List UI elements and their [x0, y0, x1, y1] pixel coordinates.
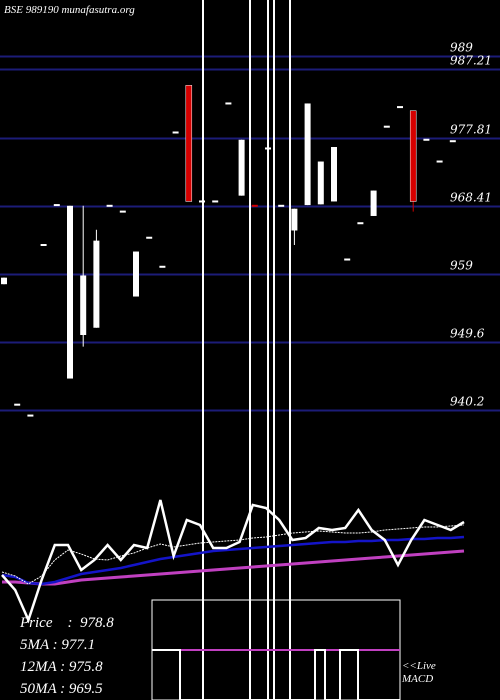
ma5-value: 977.1	[61, 637, 96, 653]
candle-body	[317, 161, 324, 205]
candle-body	[14, 403, 21, 406]
candle-body	[119, 210, 126, 213]
candle-body	[370, 190, 377, 216]
candle-body	[106, 204, 113, 207]
moving-average-lines	[1, 499, 465, 624]
price-line	[1, 499, 465, 624]
candle-body	[185, 85, 193, 202]
ma-mid-line	[1, 535, 465, 586]
candle-body	[27, 414, 34, 417]
candle-body	[291, 208, 298, 231]
tick-label: 959	[450, 259, 473, 273]
ma5-row: 5MA : 977.1	[20, 637, 96, 653]
candle-body	[383, 125, 390, 128]
candle-body	[53, 204, 60, 207]
candle-body	[251, 204, 258, 207]
candle-body	[278, 204, 285, 207]
price-label: Price	[20, 615, 53, 631]
ma50-value: 969.5	[68, 681, 103, 697]
candle-body	[304, 103, 311, 206]
live-label: <<Live	[402, 660, 436, 672]
candlestick-series	[1, 85, 456, 417]
candle-body	[409, 110, 417, 202]
macd-panel	[151, 599, 401, 700]
candle-body	[225, 102, 232, 105]
tick-label: 987.21	[450, 54, 492, 68]
candle-body	[93, 240, 100, 328]
candle-body	[172, 131, 179, 134]
chart-header: BSE 989190 munafasutra.org	[4, 4, 135, 16]
tick-label: 989	[450, 41, 473, 55]
live-macd-link[interactable]: <<Live MACD	[402, 660, 436, 686]
candle-body	[212, 200, 219, 203]
vertical-markers	[202, 0, 291, 700]
macd-label: MACD	[402, 673, 434, 685]
candle-body	[238, 139, 245, 196]
candle-body	[146, 236, 153, 239]
tick-label: 977.81	[450, 123, 492, 137]
candle-body	[80, 275, 87, 335]
candle-body	[1, 277, 7, 285]
price-stats: Price : 978.8 5MA : 977.1 12MA : 975.8 5…	[20, 612, 114, 700]
candle-body	[397, 106, 403, 109]
ma-short-line	[1, 524, 465, 585]
candle-body	[40, 244, 47, 246]
candle-body	[423, 138, 430, 141]
ma12-value: 975.8	[68, 659, 103, 675]
candle-body	[331, 147, 337, 202]
tick-label: 949.6	[450, 327, 485, 341]
candle-body	[133, 251, 139, 297]
candle-body	[67, 205, 73, 379]
stock-code: BSE 989190	[4, 4, 59, 16]
price-row: Price : 978.8	[20, 615, 114, 631]
candle-body	[344, 258, 351, 261]
tick-label: 940.2	[450, 395, 484, 409]
candle-body	[357, 222, 364, 225]
ma50-row: 50MA : 969.5	[20, 681, 103, 697]
ma-long-line	[2, 549, 465, 586]
ma5-label: 5MA	[20, 637, 49, 653]
candle-body	[159, 265, 166, 268]
ma12-row: 12MA : 975.8	[20, 659, 103, 675]
ma12-label: 12MA	[20, 659, 57, 675]
macd-line	[152, 649, 400, 700]
tick-label: 968.41	[450, 191, 492, 205]
site-name: munafasutra.org	[61, 4, 135, 16]
price-value: 978.8	[79, 615, 114, 631]
candle-body	[436, 160, 443, 163]
candle-body	[449, 140, 456, 143]
ma50-label: 50MA	[20, 681, 57, 697]
